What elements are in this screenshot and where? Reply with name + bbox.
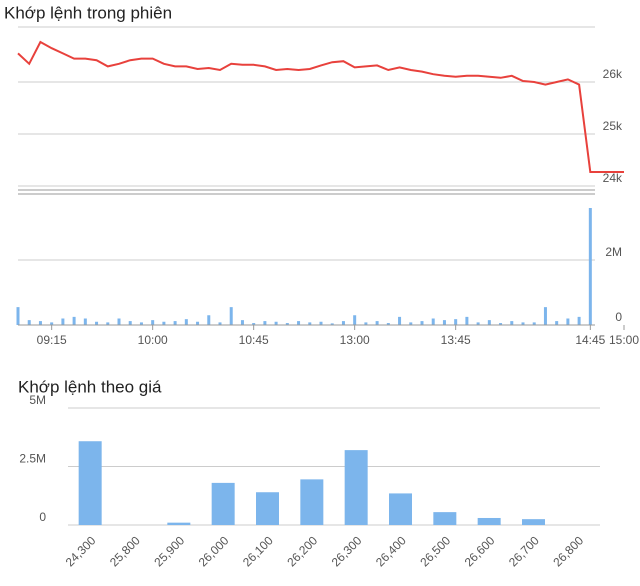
volume-bar [95, 321, 99, 325]
x-tick-label: 26,300 [329, 533, 365, 569]
x-tick-label: 25,900 [151, 533, 187, 569]
x-tick-label: 26,400 [373, 533, 409, 569]
volume-bar [297, 321, 301, 325]
volume-bar [398, 316, 402, 325]
volume-bar [38, 321, 42, 325]
volume-bar [61, 318, 65, 325]
x-tick-label: 26,600 [462, 533, 498, 569]
volume-bar [532, 322, 536, 325]
x-tick-label: 24,300 [63, 533, 99, 569]
volume-bar [409, 322, 413, 325]
y-tick-label: 5M [29, 393, 46, 407]
volume-bar [83, 318, 87, 325]
volume-bar [454, 319, 458, 325]
price-line [17, 40, 624, 173]
bar [256, 492, 279, 525]
bar [389, 493, 412, 525]
x-tick-label: 26,800 [550, 533, 586, 569]
volume-bar [353, 315, 357, 325]
x-tick-label: 26,000 [196, 533, 232, 569]
volume-bar [207, 315, 211, 325]
volume-bar [263, 321, 267, 325]
y-tick-label: 2.5M [19, 452, 46, 466]
volume-bar [465, 316, 469, 325]
volume-bar [106, 322, 110, 325]
x-tick-label: 26,200 [284, 533, 320, 569]
chart-title: Khớp lệnh theo giá [18, 377, 162, 396]
volume-bar [162, 321, 166, 325]
volume-bar [252, 323, 256, 325]
bar [300, 479, 324, 525]
x-tick-label: 26,100 [240, 533, 276, 569]
volume-bar [218, 322, 222, 325]
volume-bar [16, 307, 20, 325]
volume-bar [274, 321, 278, 325]
volume-bar [487, 320, 491, 325]
volume-bar [375, 321, 379, 325]
y-tick-label: 26k [603, 67, 623, 81]
volume-bar [431, 318, 435, 325]
volume-bar [577, 316, 581, 325]
volume-bar [117, 318, 121, 325]
y-tick-label: 2M [605, 245, 622, 259]
volume-bar [72, 316, 76, 325]
volume-bar [50, 322, 54, 325]
x-tick-label: 13:00 [340, 333, 370, 347]
bar [344, 450, 368, 525]
volume-bar [420, 321, 424, 325]
volume-bar [285, 323, 289, 325]
volume-bar [341, 321, 345, 325]
volume-bar [196, 321, 200, 325]
volume-bar [510, 321, 514, 325]
bar [522, 519, 545, 525]
volume-bar [555, 321, 559, 325]
volume-bar [499, 323, 503, 325]
volume-bar [364, 322, 368, 325]
x-tick-label: 25,800 [107, 533, 143, 569]
x-tick-label: 15:00 [609, 333, 639, 347]
volume-bar [566, 318, 570, 325]
x-tick-label: 13:45 [441, 333, 471, 347]
volume-bar [588, 208, 592, 325]
x-tick-label: 09:15 [37, 333, 67, 347]
y-tick-label: 0 [39, 510, 46, 524]
volume-bar [128, 321, 132, 325]
volume-bar [139, 322, 143, 325]
volume-bar [229, 307, 233, 325]
y-tick-label: 24k [603, 171, 623, 185]
volume-bar [308, 322, 312, 325]
volume-bar [27, 320, 31, 325]
volume-bar [184, 319, 188, 325]
volume-bar [173, 321, 177, 325]
volume-bar [151, 320, 155, 325]
bar [477, 517, 501, 525]
bar [78, 441, 102, 525]
x-tick-label: 14:45 [575, 333, 605, 347]
volume-bar [330, 323, 334, 325]
volume-bar [240, 320, 244, 325]
y-tick-label: 25k [603, 119, 623, 133]
x-tick-label: 10:00 [138, 333, 168, 347]
bar [167, 522, 191, 525]
chart-title: Khớp lệnh trong phiên [4, 3, 172, 22]
volume-bar [442, 320, 446, 325]
bar [433, 512, 457, 525]
y-tick-label: 0 [615, 310, 622, 324]
volume-bar [521, 322, 525, 325]
x-tick-label: 10:45 [239, 333, 269, 347]
volume-bar [386, 323, 390, 325]
volume-bar [476, 322, 480, 325]
x-tick-label: 26,700 [506, 533, 542, 569]
volume-bar [319, 321, 323, 325]
x-tick-label: 26,500 [417, 533, 453, 569]
volume-bar [543, 307, 547, 325]
bar [211, 482, 235, 525]
